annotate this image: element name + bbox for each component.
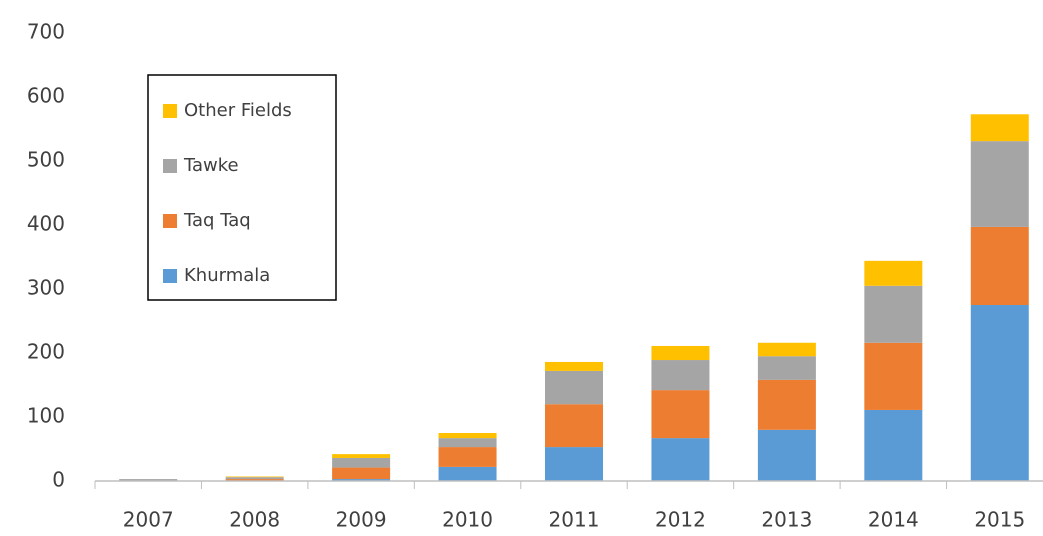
bar-segment xyxy=(438,433,497,439)
bar-segment xyxy=(864,285,923,343)
x-tick-label: 2011 xyxy=(549,508,600,532)
x-tick-label: 2007 xyxy=(123,508,174,532)
legend-label: Tawke xyxy=(183,155,239,176)
legend-swatch xyxy=(163,269,177,283)
bar-segment xyxy=(864,409,923,481)
bar-segment xyxy=(225,476,284,478)
x-tick-label: 2014 xyxy=(868,508,919,532)
bar-segment xyxy=(332,457,391,468)
bar-segment xyxy=(864,260,923,286)
y-tick-label: 500 xyxy=(27,148,65,172)
legend-swatch xyxy=(163,104,177,118)
bar-segment xyxy=(757,356,816,380)
bar-segment xyxy=(119,479,178,481)
bar-segment xyxy=(651,360,710,391)
bar-segment xyxy=(225,477,284,480)
y-tick-label: 300 xyxy=(27,276,65,300)
x-tick-label: 2012 xyxy=(655,508,706,532)
bar-segment xyxy=(438,447,497,467)
bar-segment xyxy=(970,114,1029,142)
x-tick-label: 2009 xyxy=(336,508,387,532)
legend-label: Taq Taq xyxy=(183,210,251,231)
bar-segment xyxy=(545,404,603,448)
bar-segment xyxy=(332,454,391,458)
bar-segment xyxy=(545,370,603,405)
legend-label: Khurmala xyxy=(184,265,270,286)
bar-segment xyxy=(225,479,284,481)
bar-segment xyxy=(757,342,816,357)
legend-swatch xyxy=(163,214,177,228)
bar-segment xyxy=(438,466,497,481)
bar-segment xyxy=(545,447,603,481)
x-tick-label: 2008 xyxy=(229,508,280,532)
legend-swatch xyxy=(163,159,177,173)
bar-segment xyxy=(438,438,497,448)
bar-segment xyxy=(332,479,391,481)
y-tick-label: 100 xyxy=(27,404,65,428)
y-tick-label: 600 xyxy=(27,84,65,108)
bar-segment xyxy=(757,429,816,481)
legend-label: Other Fields xyxy=(184,100,292,121)
bar-segment xyxy=(970,141,1029,227)
bar-segment xyxy=(651,438,710,481)
legend-box xyxy=(147,74,337,301)
x-tick-label: 2013 xyxy=(761,508,812,532)
bar-segment xyxy=(864,342,923,410)
x-tick-label: 2015 xyxy=(974,508,1025,532)
x-tick-label: 2010 xyxy=(442,508,493,532)
bar-segment xyxy=(970,226,1029,305)
bar-segment xyxy=(651,345,710,361)
bar-segment xyxy=(545,361,603,371)
y-tick-label: 0 xyxy=(52,468,65,492)
y-tick-label: 400 xyxy=(27,212,65,236)
bar-segment xyxy=(651,390,710,439)
bar-segment xyxy=(757,379,816,430)
y-tick-label: 700 xyxy=(27,20,65,44)
bar-segment xyxy=(332,467,391,480)
y-tick-label: 200 xyxy=(27,340,65,364)
bar-segment xyxy=(970,305,1029,481)
